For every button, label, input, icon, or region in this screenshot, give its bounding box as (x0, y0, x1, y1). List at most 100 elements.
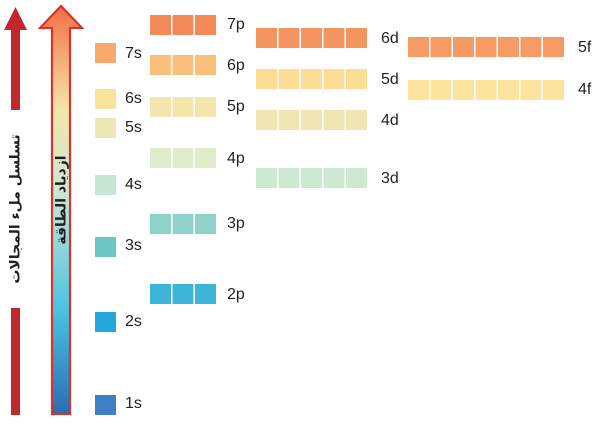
orbital-label-4d: 4d (381, 112, 399, 129)
orbital-box (95, 89, 116, 109)
orbital-label-5s: 5s (125, 119, 142, 136)
orbital-box (195, 148, 216, 168)
orbital-box (430, 80, 452, 100)
orbital-5f (408, 37, 564, 57)
orbital-4s (95, 175, 116, 195)
orbital-box (323, 110, 345, 130)
orbital-3p (150, 214, 216, 234)
orbital-box (172, 15, 194, 35)
orbital-label-5p: 5p (227, 98, 245, 115)
sequence-arrow-shaft-upper (11, 28, 20, 110)
orbital-box (150, 148, 171, 168)
orbital-box (498, 80, 519, 100)
energy-increase-label: ازدياد الطاقة (53, 155, 70, 245)
orbital-box (323, 69, 345, 89)
orbital-label-3d: 3d (381, 170, 399, 187)
orbital-box (95, 118, 116, 138)
sequence-arrow-shaft-lower (11, 308, 20, 415)
filling-sequence-arrow (4, 7, 27, 415)
orbital-box (278, 110, 300, 130)
orbital-7p (150, 15, 216, 35)
orbital-label-5f: 5f (578, 39, 592, 56)
orbital-label-5d: 5d (381, 71, 399, 88)
orbital-box (453, 37, 474, 57)
orbital-box (195, 97, 216, 117)
orbital-5s (95, 118, 116, 138)
orbital-box (408, 37, 429, 57)
sequence-arrow-head (4, 7, 27, 30)
orbital-box (172, 97, 194, 117)
orbital-box (172, 284, 194, 304)
orbital-label-2p: 2p (227, 286, 245, 303)
orbital-2p (150, 284, 216, 304)
orbital-3s (95, 237, 116, 257)
orbital-5d (256, 69, 367, 89)
orbital-box (346, 110, 367, 130)
orbital-label-6d: 6d (381, 30, 399, 47)
orbital-4f (408, 80, 564, 100)
orbital-label-1s: 1s (125, 395, 142, 412)
orbital-box (278, 168, 300, 188)
orbital-box (150, 97, 171, 117)
orbital-box (195, 214, 216, 234)
orbital-box (95, 43, 116, 63)
orbital-label-6s: 6s (125, 90, 142, 107)
orbital-label-4p: 4p (227, 150, 245, 167)
orbital-box (95, 175, 116, 195)
orbital-box (95, 237, 116, 257)
orbital-box (172, 55, 194, 75)
orbital-box (150, 55, 171, 75)
orbital-label-4f: 4f (578, 81, 592, 98)
orbital-box (346, 168, 367, 188)
orbital-box (195, 55, 216, 75)
orbital-box (520, 80, 542, 100)
orbital-3d (256, 168, 367, 188)
orbital-box (195, 15, 216, 35)
orbital-box (346, 28, 367, 48)
orbital-box (543, 37, 564, 57)
orbital-box (453, 80, 474, 100)
orbital-box (301, 110, 322, 130)
orbital-box (95, 312, 116, 332)
orbital-box (408, 80, 429, 100)
orbital-box (475, 80, 497, 100)
orbital-box (172, 148, 194, 168)
orbital-box (301, 69, 322, 89)
orbital-box (278, 28, 300, 48)
orbital-box (256, 69, 277, 89)
orbital-1s (95, 395, 116, 415)
orbital-box (498, 37, 519, 57)
orbital-box (150, 15, 171, 35)
orbital-box (195, 284, 216, 304)
orbital-6s (95, 89, 116, 109)
orbital-box (543, 80, 564, 100)
orbital-box (256, 110, 277, 130)
orbital-box (475, 37, 497, 57)
orbital-label-7s: 7s (125, 45, 142, 62)
orbital-box (301, 168, 322, 188)
orbital-box (323, 28, 345, 48)
energy-arrow-body (37, 4, 85, 416)
orbital-4p (150, 148, 216, 168)
orbital-label-3s: 3s (125, 237, 142, 254)
orbital-box (172, 214, 194, 234)
orbital-box (301, 28, 322, 48)
orbital-layer (95, 15, 564, 415)
orbital-box (150, 284, 171, 304)
filling-sequence-label: تسلسل ملء المجالات (7, 134, 24, 284)
orbital-box (256, 28, 277, 48)
orbital-6d (256, 28, 367, 48)
orbital-box (430, 37, 452, 57)
energy-increase-arrow (37, 4, 85, 416)
orbital-5p (150, 97, 216, 117)
orbital-4d (256, 110, 367, 130)
orbital-7s (95, 43, 116, 63)
orbital-box (323, 168, 345, 188)
orbital-label-2s: 2s (125, 313, 142, 330)
orbital-6p (150, 55, 216, 75)
orbital-label-3p: 3p (227, 215, 245, 232)
orbital-box (278, 69, 300, 89)
orbital-box (520, 37, 542, 57)
orbital-box (256, 168, 277, 188)
